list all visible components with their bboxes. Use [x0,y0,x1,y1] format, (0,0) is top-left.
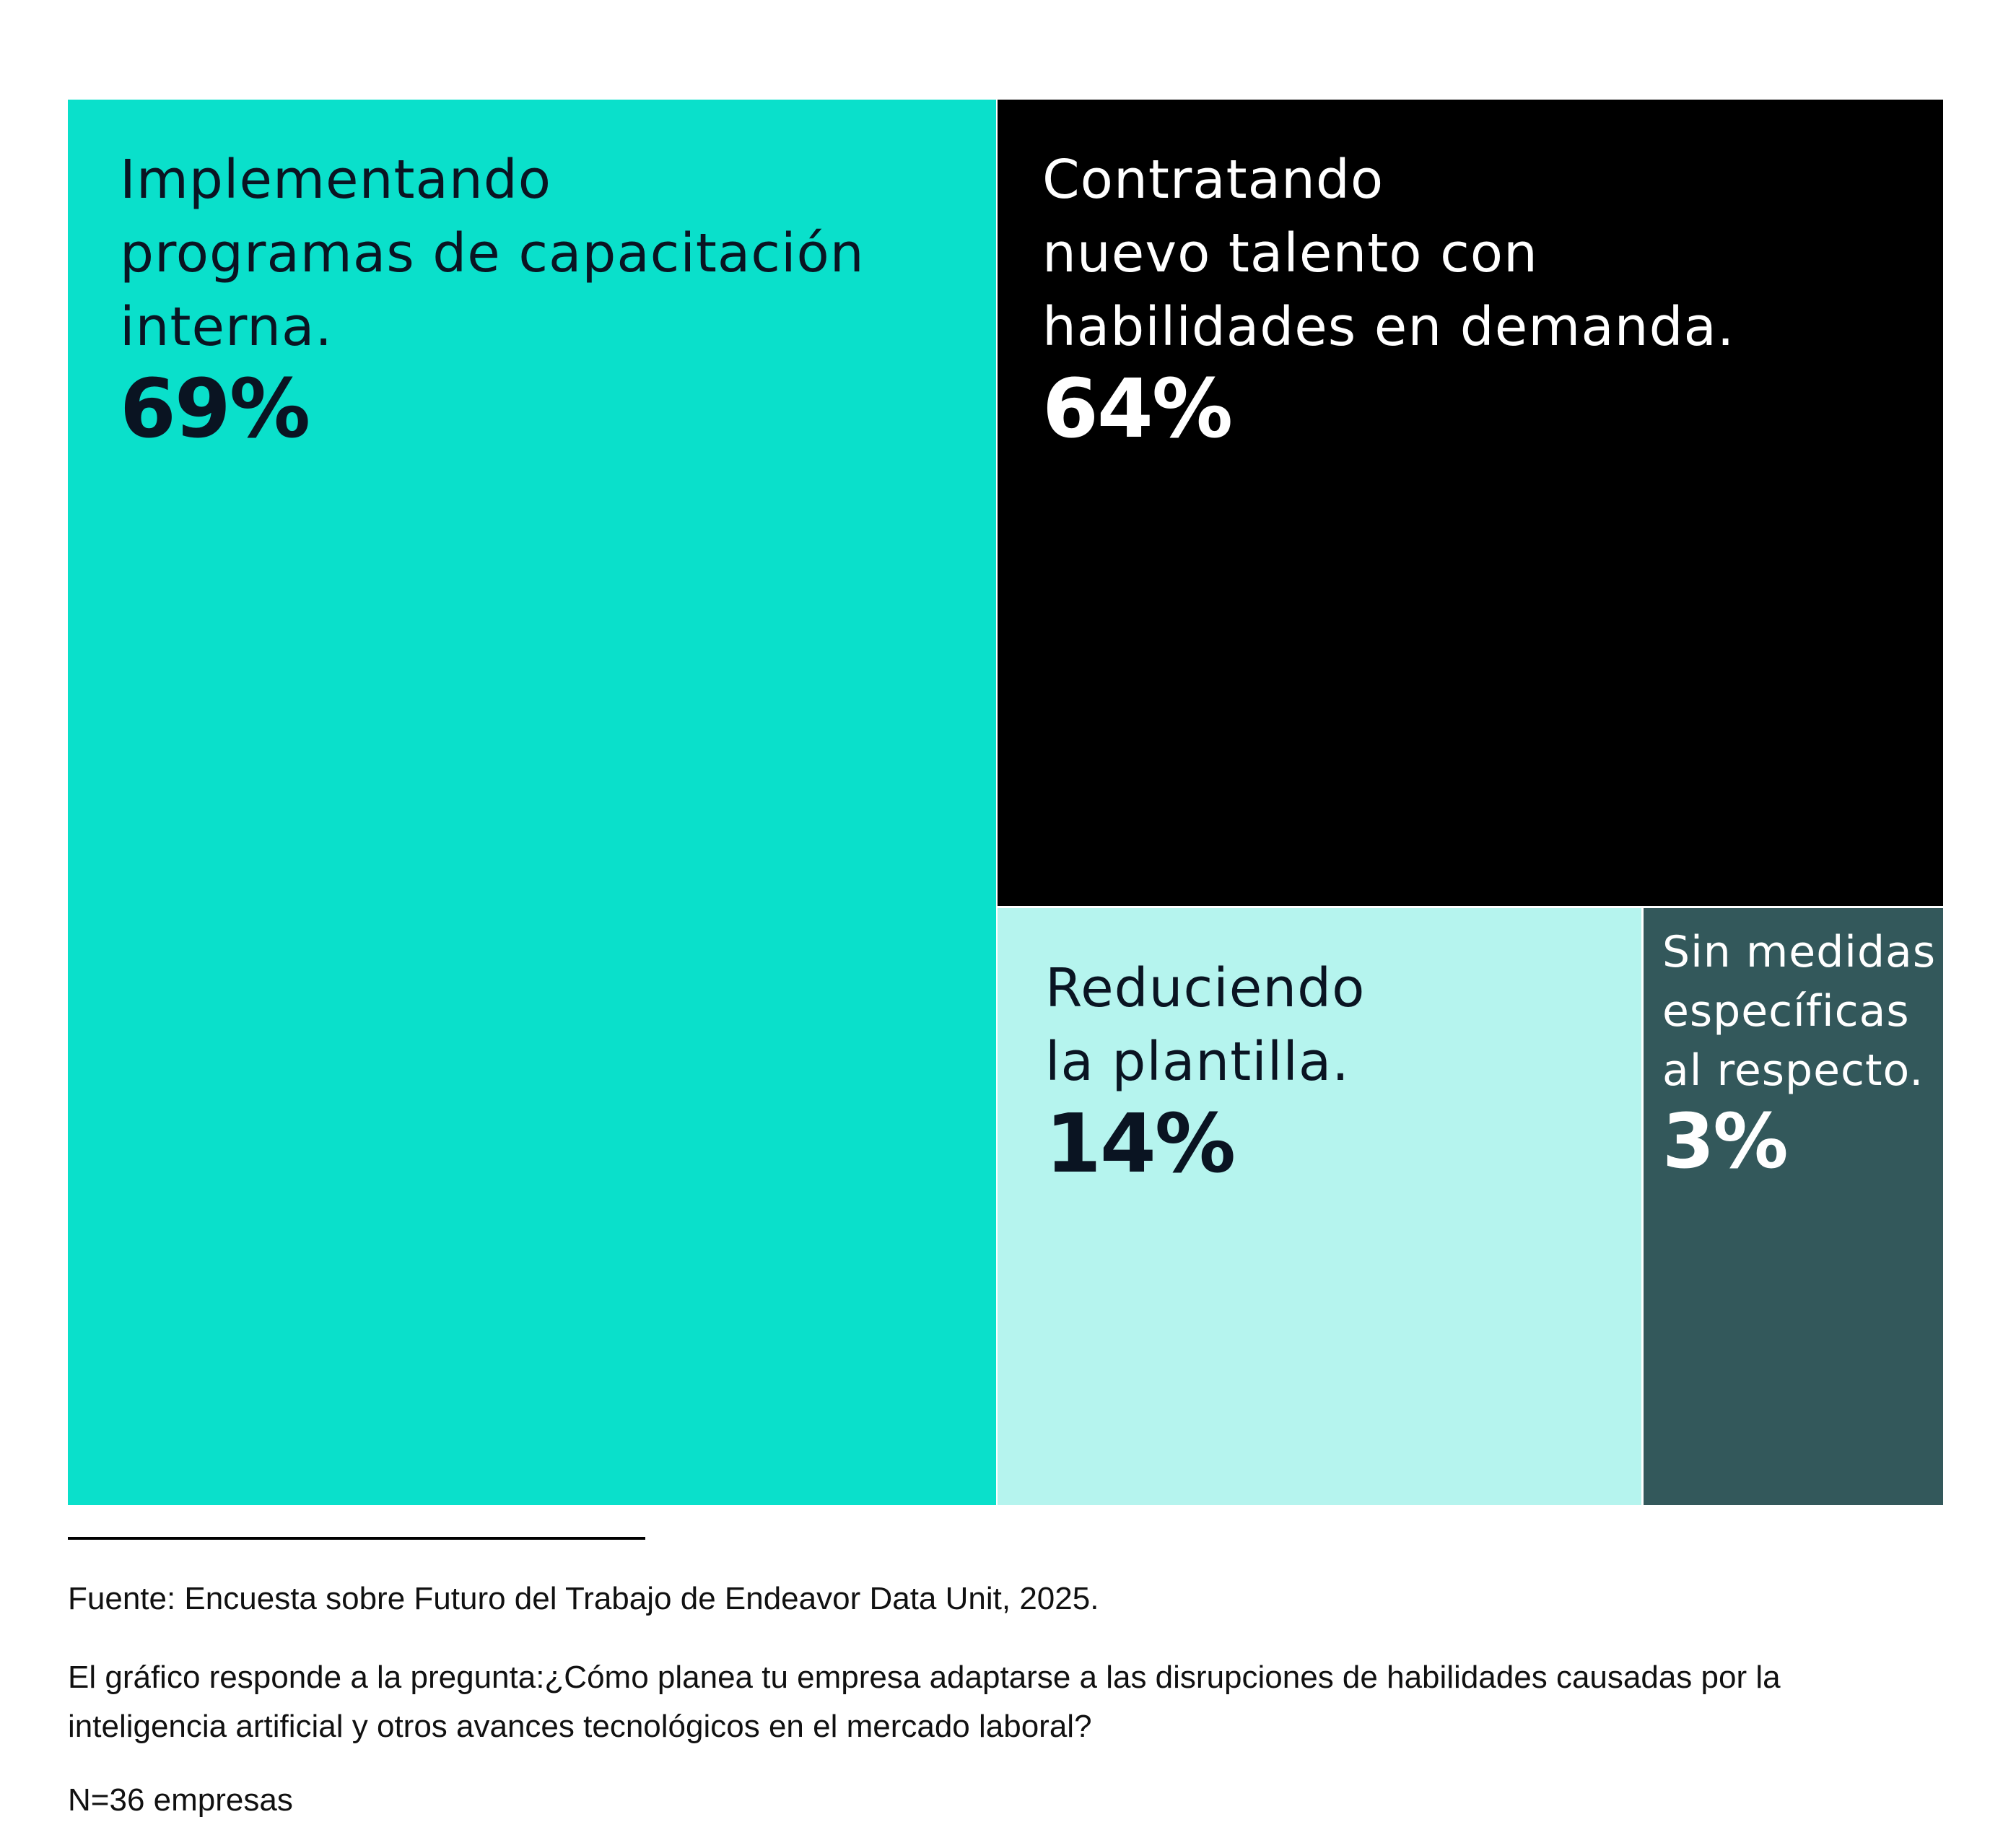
tile-capacitacion-label: Implementando programas de capacitación … [120,149,865,358]
tile-reduciendo-label: Reduciendo la plantilla. [1045,957,1366,1093]
question-note: El gráfico responde a la pregunta:¿Cómo … [68,1660,1781,1744]
tile-reduciendo-value: 14% [1045,1097,1236,1191]
tile-sin-medidas: Sin medidas específicas al respecto. 3% [1644,908,1943,1505]
tile-capacitacion-value: 69% [120,362,310,456]
tile-sin-medidas-value: 3% [1662,1097,1789,1185]
sample-size-note: N=36 empresas [68,1782,293,1818]
tile-contratando-value: 64% [1042,362,1233,456]
tile-capacitacion: Implementando programas de capacitación … [68,100,996,1505]
tile-contratando-label: Contratando nuevo talento con habilidade… [1042,149,1735,358]
treemap-chart: Implementando programas de capacitación … [68,100,1943,1505]
tile-reduciendo: Reduciendo la plantilla. 14% [998,908,1641,1505]
source-note: Fuente: Encuesta sobre Futuro del Trabaj… [68,1581,1099,1616]
tile-sin-medidas-label: Sin medidas específicas al respecto. [1662,927,1937,1096]
footer-divider [68,1537,645,1540]
tile-contratando: Contratando nuevo talento con habilidade… [998,100,1943,906]
